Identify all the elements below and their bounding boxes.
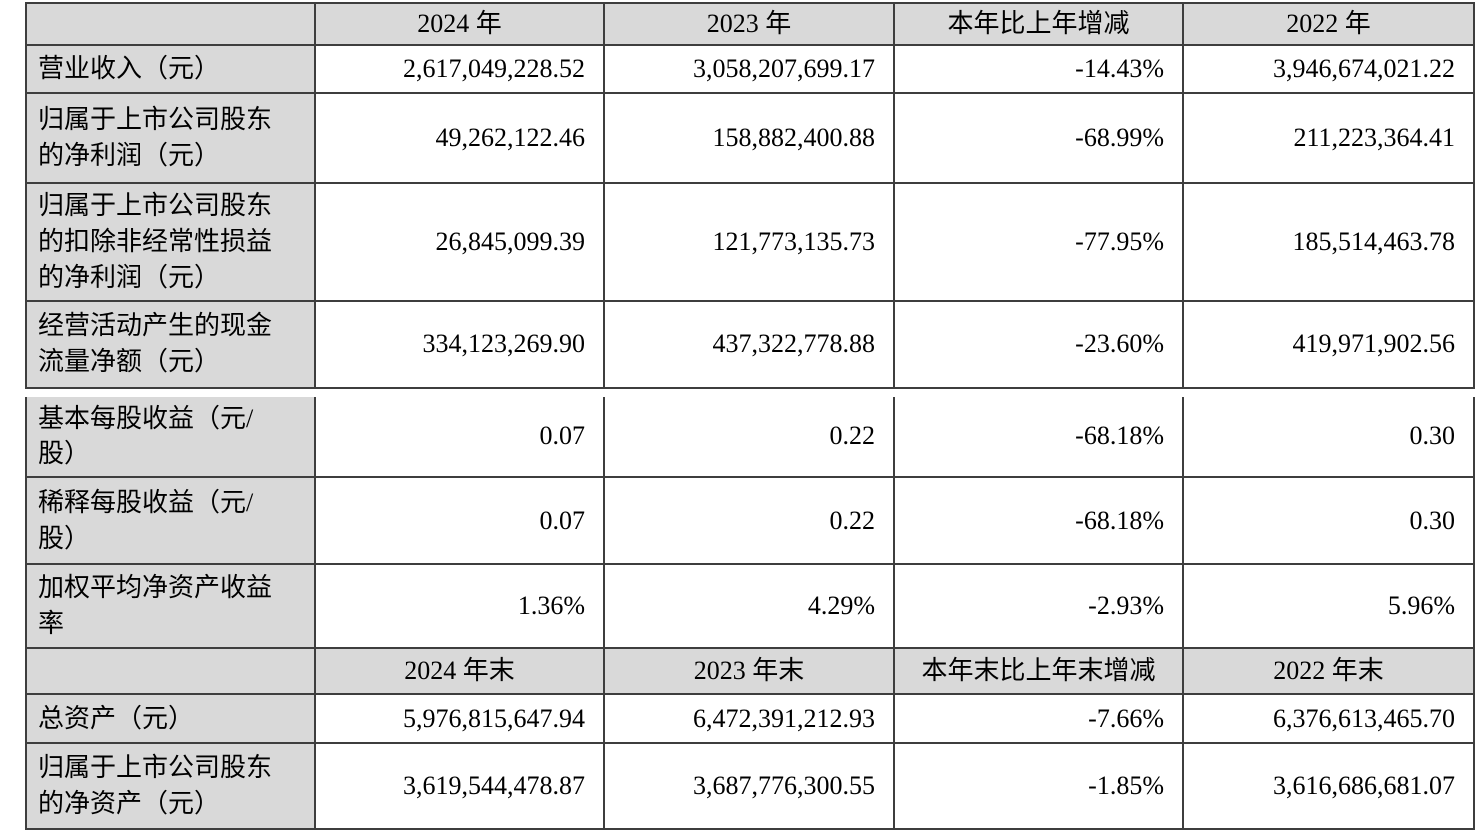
cell-value: 437,322,778.88	[603, 299, 895, 389]
cell-value: 6,472,391,212.93	[603, 693, 895, 745]
row-label: 归属于上市公司股东 的净利润（元）	[25, 91, 316, 184]
cell-value: 0.07	[314, 476, 605, 566]
cell-value: 0.07	[314, 396, 605, 479]
cell-value: -7.66%	[893, 693, 1184, 745]
cell-value: -68.18%	[893, 396, 1184, 479]
cell-value: -1.85%	[893, 742, 1184, 831]
cell-value: 211,223,364.41	[1182, 91, 1475, 184]
cell-value: -2.93%	[893, 563, 1184, 650]
period-end-header-row: 2024 年末 2023 年末 本年末比上年末增减 2022 年末	[25, 647, 1475, 696]
cell-value: 185,514,463.78	[1182, 181, 1475, 302]
header-cell-2022-end: 2022 年末	[1182, 647, 1475, 696]
row-label: 总资产（元）	[25, 693, 316, 745]
row-net-assets-attributable: 归属于上市公司股东 的净资产（元） 3,619,544,478.87 3,687…	[25, 742, 1475, 831]
cell-value: 1.36%	[314, 563, 605, 650]
row-net-profit-attributable: 归属于上市公司股东 的净利润（元） 49,262,122.46 158,882,…	[25, 91, 1475, 184]
cell-value: 3,946,674,021.22	[1182, 43, 1475, 94]
row-operating-revenue: 营业收入（元） 2,617,049,228.52 3,058,207,699.1…	[25, 43, 1475, 94]
cell-value: 49,262,122.46	[314, 91, 605, 184]
year-header-row: 2024 年 2023 年 本年比上年增减 2022 年	[25, 2, 1475, 46]
row-basic-eps: 基本每股收益（元/ 股） 0.07 0.22 -68.18% 0.30	[25, 396, 1475, 479]
cell-value: 2,617,049,228.52	[314, 43, 605, 94]
row-diluted-eps: 稀释每股收益（元/ 股） 0.07 0.22 -68.18% 0.30	[25, 476, 1475, 566]
cell-value: 121,773,135.73	[603, 181, 895, 302]
cell-value: 3,058,207,699.17	[603, 43, 895, 94]
row-weighted-avg-roe: 加权平均净资产收益 率 1.36% 4.29% -2.93% 5.96%	[25, 563, 1475, 650]
header-cell-2024-end: 2024 年末	[314, 647, 605, 696]
cell-value: 0.30	[1182, 396, 1475, 479]
annual-figures-table: 2024 年 2023 年 本年比上年增减 2022 年 营业收入（元） 2,6…	[25, 2, 1475, 389]
cell-value: 0.22	[603, 396, 895, 479]
cell-value: -68.99%	[893, 91, 1184, 184]
cell-value: -77.95%	[893, 181, 1184, 302]
header-cell-2024: 2024 年	[314, 2, 605, 46]
cell-value: -14.43%	[893, 43, 1184, 94]
cell-value: 158,882,400.88	[603, 91, 895, 184]
cell-value: -23.60%	[893, 299, 1184, 389]
header-cell-empty	[25, 647, 316, 696]
per-share-and-period-end-table: 基本每股收益（元/ 股） 0.07 0.22 -68.18% 0.30 稀释每股…	[25, 396, 1475, 831]
row-operating-cash-flow: 经营活动产生的现金 流量净额（元） 334,123,269.90 437,322…	[25, 299, 1475, 389]
header-cell-empty	[25, 2, 316, 46]
header-cell-yoy-change: 本年比上年增减	[893, 2, 1184, 46]
cell-value: 3,619,544,478.87	[314, 742, 605, 831]
row-label: 稀释每股收益（元/ 股）	[25, 476, 316, 566]
row-label: 经营活动产生的现金 流量净额（元）	[25, 299, 316, 389]
row-net-profit-excl-nonrecurring: 归属于上市公司股东 的扣除非经常性损益 的净利润（元） 26,845,099.3…	[25, 181, 1475, 302]
cell-value: 0.30	[1182, 476, 1475, 566]
header-cell-end-yoy-change: 本年末比上年末增减	[893, 647, 1184, 696]
cell-value: -68.18%	[893, 476, 1184, 566]
cell-value: 6,376,613,465.70	[1182, 693, 1475, 745]
cell-value: 26,845,099.39	[314, 181, 605, 302]
row-label: 加权平均净资产收益 率	[25, 563, 316, 650]
cell-value: 334,123,269.90	[314, 299, 605, 389]
header-cell-2023-end: 2023 年末	[603, 647, 895, 696]
row-label: 归属于上市公司股东 的扣除非经常性损益 的净利润（元）	[25, 181, 316, 302]
cell-value: 4.29%	[603, 563, 895, 650]
financial-summary-table: 2024 年 2023 年 本年比上年增减 2022 年 营业收入（元） 2,6…	[25, 0, 1475, 831]
row-total-assets: 总资产（元） 5,976,815,647.94 6,472,391,212.93…	[25, 693, 1475, 745]
row-label: 归属于上市公司股东 的净资产（元）	[25, 742, 316, 831]
cell-value: 5,976,815,647.94	[314, 693, 605, 745]
cell-value: 0.22	[603, 476, 895, 566]
row-label: 营业收入（元）	[25, 43, 316, 94]
cell-value: 3,687,776,300.55	[603, 742, 895, 831]
cell-value: 419,971,902.56	[1182, 299, 1475, 389]
cell-value: 3,616,686,681.07	[1182, 742, 1475, 831]
header-cell-2022: 2022 年	[1182, 2, 1475, 46]
row-label: 基本每股收益（元/ 股）	[25, 396, 316, 479]
cell-value: 5.96%	[1182, 563, 1475, 650]
header-cell-2023: 2023 年	[603, 2, 895, 46]
